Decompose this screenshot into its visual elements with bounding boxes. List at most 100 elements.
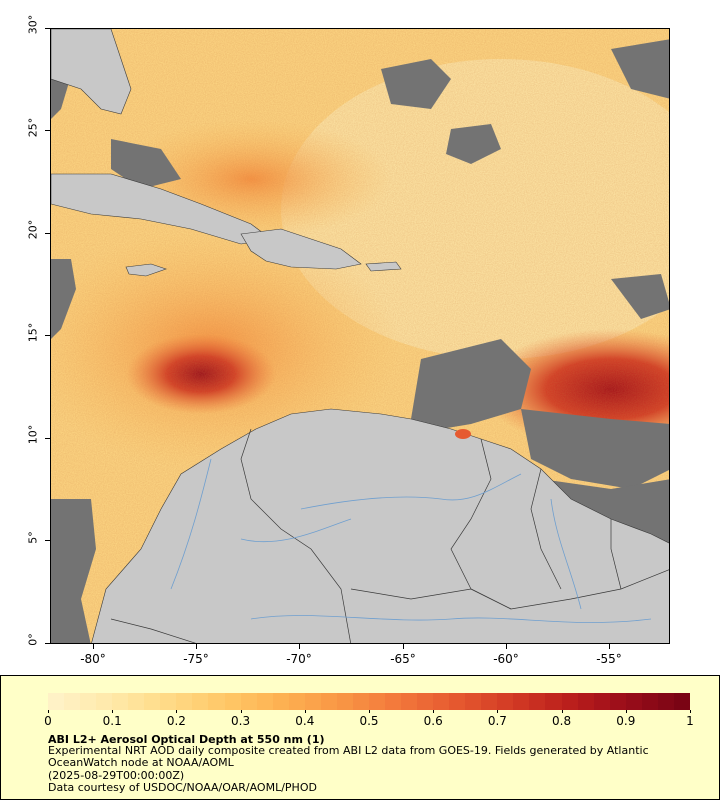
lat-label: 10° bbox=[26, 424, 40, 445]
river-magdalena bbox=[170, 458, 212, 590]
colorbar-tick-label: 0.3 bbox=[231, 714, 251, 728]
no-data-cuba-north bbox=[111, 139, 181, 189]
land-hispaniola bbox=[240, 228, 362, 270]
legend-panel: 0 0.1 0.2 0.3 0.4 0.5 0.6 0.7 0.8 0.9 1 ABI L2+ Ae… bbox=[0, 675, 720, 800]
land-jamaica bbox=[125, 263, 167, 277]
no-data-antilles bbox=[411, 339, 531, 429]
colorbar-tick bbox=[369, 710, 370, 713]
legend-date: (2025-08-29T00:00:00Z) bbox=[48, 769, 185, 782]
colorbar-tick-label: 0.8 bbox=[552, 714, 572, 728]
colorbar-tick-label: 1 bbox=[686, 714, 694, 728]
lon-tick bbox=[403, 644, 404, 649]
lat-label: 20° bbox=[26, 219, 40, 240]
colorbar-cell bbox=[433, 693, 450, 710]
colorbar-cell bbox=[128, 693, 145, 710]
lat-label: 15° bbox=[26, 322, 40, 343]
colorbar-tick-label: 0.2 bbox=[166, 714, 186, 728]
colorbar-tick-label: 0.4 bbox=[295, 714, 315, 728]
colorbar-tick-label: 0.1 bbox=[102, 714, 122, 728]
colorbar-cell bbox=[625, 693, 642, 710]
lat-tick bbox=[45, 540, 50, 541]
colorbar-cell bbox=[160, 693, 177, 710]
colorbar-cell bbox=[529, 693, 546, 710]
lat-label: 25° bbox=[26, 117, 40, 138]
border-suriname-guiana bbox=[610, 519, 622, 590]
legend-description: Experimental NRT AOD daily composite cre… bbox=[48, 744, 649, 769]
colorbar-cell bbox=[208, 693, 225, 710]
lat-tick bbox=[45, 233, 50, 234]
border-colombia-ecuador bbox=[110, 618, 196, 643]
colorbar-cell bbox=[288, 693, 305, 710]
no-data-bahamas bbox=[381, 59, 451, 109]
lat-tick bbox=[45, 643, 50, 644]
colorbar-tick-label: 0.5 bbox=[359, 714, 379, 728]
colorbar-cell bbox=[384, 693, 402, 710]
lon-label: -75° bbox=[183, 652, 209, 666]
colorbar-cell bbox=[80, 693, 97, 710]
colorbar-cell bbox=[545, 693, 562, 710]
lon-tick bbox=[93, 644, 94, 649]
colorbar-tick-label: 0 bbox=[44, 714, 52, 728]
no-data-west-sea bbox=[51, 259, 76, 339]
colorbar-tick bbox=[433, 710, 435, 713]
colorbar-tick bbox=[497, 710, 499, 713]
colorbar-cell bbox=[577, 693, 594, 710]
lon-label: -70° bbox=[286, 652, 312, 666]
no-data-atlantic-north bbox=[611, 39, 669, 99]
lat-label: 0° bbox=[26, 633, 40, 646]
lat-tick bbox=[45, 438, 50, 439]
colorbar-cell bbox=[497, 693, 514, 710]
land-south-america bbox=[91, 408, 669, 643]
no-data-east-band bbox=[521, 409, 669, 489]
land-puerto-rico bbox=[365, 261, 402, 272]
colorbar-cell bbox=[449, 693, 466, 710]
colorbar-tick bbox=[176, 710, 178, 713]
river-meta bbox=[240, 518, 352, 543]
lat-tick bbox=[45, 130, 50, 131]
border-colombia-venezuela bbox=[240, 428, 351, 643]
colorbar bbox=[48, 693, 690, 710]
colorbar-cell bbox=[641, 693, 658, 710]
river-guyana bbox=[550, 498, 582, 610]
colorbar-tick bbox=[561, 710, 563, 713]
colorbar-cell bbox=[593, 693, 610, 710]
colorbar-cell bbox=[352, 693, 369, 710]
colorbar-cell bbox=[320, 693, 337, 710]
colorbar-tick bbox=[48, 710, 49, 713]
no-data-east-patch bbox=[611, 274, 669, 319]
colorbar-cell bbox=[561, 693, 578, 710]
colorbar-cell bbox=[176, 693, 193, 710]
colorbar-cell bbox=[481, 693, 498, 710]
colorbar-cell bbox=[96, 693, 113, 710]
colorbar-cell bbox=[304, 693, 321, 710]
land-masses bbox=[51, 29, 669, 643]
rivers bbox=[170, 458, 652, 623]
aod-map bbox=[50, 28, 670, 644]
colorbar-cell bbox=[256, 693, 273, 710]
colorbar-cell bbox=[64, 693, 81, 710]
colorbar-cell bbox=[336, 693, 353, 710]
colorbar-cell bbox=[240, 693, 257, 710]
lat-label: 5° bbox=[26, 531, 40, 544]
colorbar-cell bbox=[272, 693, 289, 710]
lon-tick bbox=[299, 644, 300, 649]
country-borders bbox=[110, 428, 669, 643]
river-orinoco bbox=[300, 473, 522, 510]
colorbar-cell bbox=[401, 693, 418, 710]
colorbar-tick-label: 0.7 bbox=[487, 714, 507, 728]
legend-credit: Data courtesy of USDOC/NOAA/OAR/AOML/PHO… bbox=[48, 781, 317, 794]
land-florida bbox=[51, 29, 132, 115]
lon-tick bbox=[506, 644, 507, 649]
colorbar-cell bbox=[609, 693, 626, 710]
colorbar-cell bbox=[513, 693, 530, 710]
colorbar-tick-label: 0.9 bbox=[616, 714, 636, 728]
no-data-pacific bbox=[51, 499, 96, 643]
lon-tick bbox=[196, 644, 197, 649]
colorbar-cell bbox=[368, 693, 385, 710]
colorbar-cell bbox=[465, 693, 482, 710]
colorbar-tick-label: 0.6 bbox=[423, 714, 443, 728]
colorbar-cell bbox=[48, 693, 65, 710]
lon-label: -55° bbox=[596, 652, 622, 666]
map-canvas bbox=[51, 29, 669, 643]
lat-tick bbox=[45, 335, 50, 336]
